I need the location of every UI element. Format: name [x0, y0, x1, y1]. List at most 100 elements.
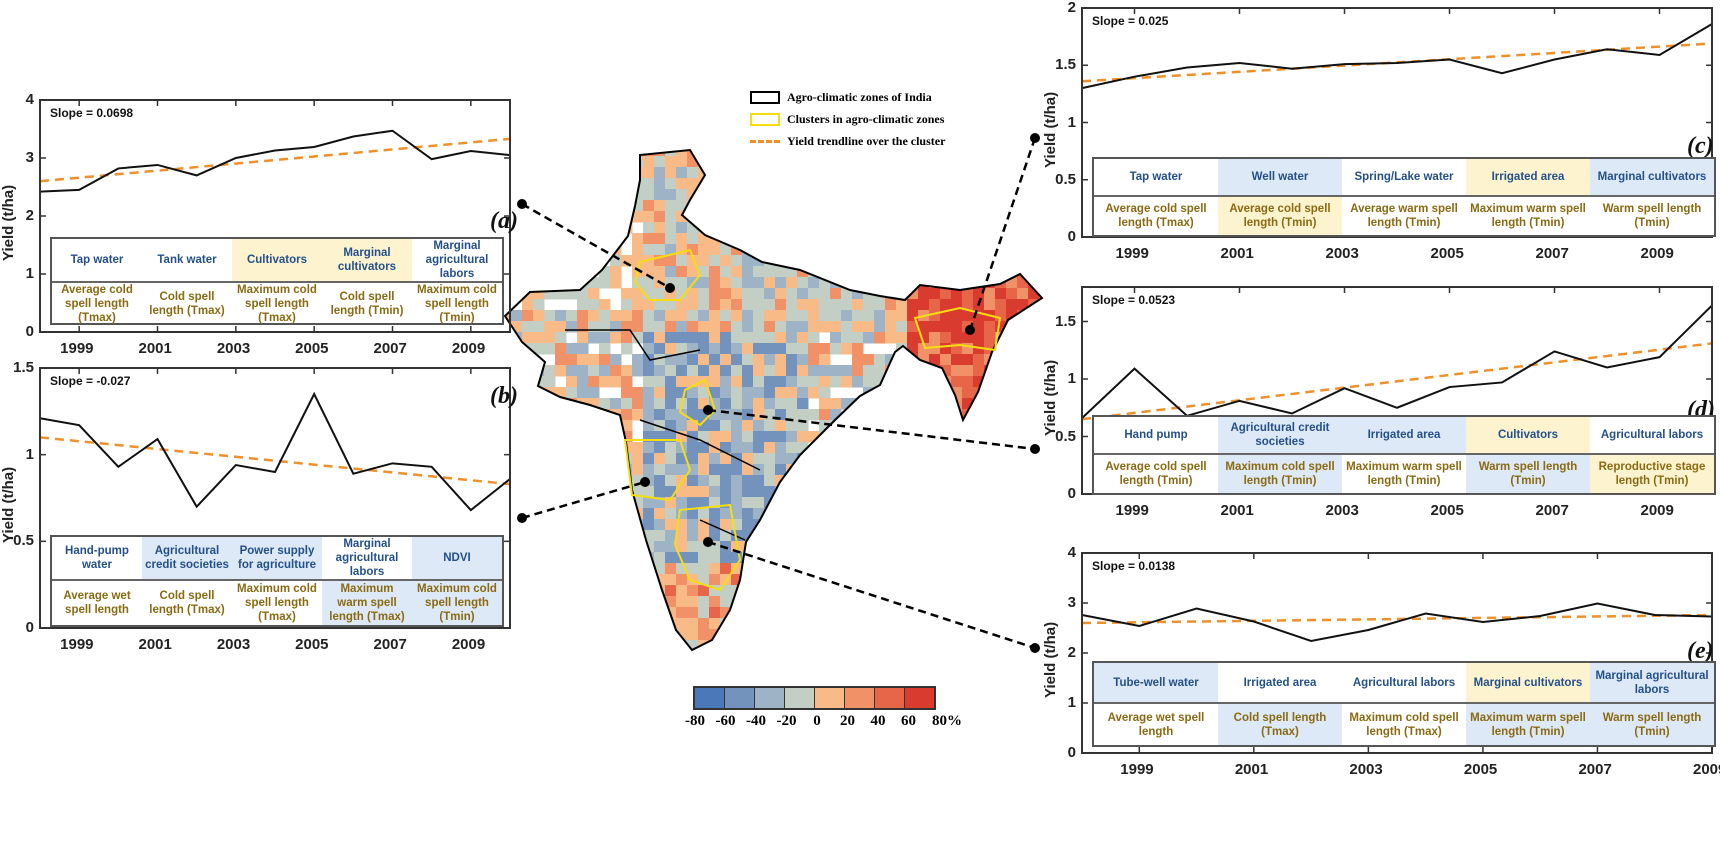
district-cell — [577, 574, 589, 586]
district-cell — [808, 486, 820, 498]
district-cell — [687, 420, 699, 432]
district-cell — [808, 244, 820, 256]
district-cell — [1017, 244, 1029, 256]
district-cell — [731, 299, 743, 311]
district-cell — [720, 332, 732, 344]
district-cell — [841, 596, 853, 608]
district-cell — [951, 508, 963, 520]
district-cell — [885, 299, 897, 311]
district-cell — [929, 442, 941, 454]
connector-line — [968, 137, 1037, 331]
district-cell — [643, 354, 655, 366]
district-cell — [522, 596, 534, 608]
district-cell — [973, 365, 985, 377]
district-cell — [874, 607, 886, 619]
district-cell — [786, 321, 798, 333]
district-cell — [929, 244, 941, 256]
district-cell — [742, 607, 754, 619]
district-cell — [709, 409, 721, 421]
district-cell — [940, 310, 952, 322]
district-cell — [709, 266, 721, 278]
district-cell — [918, 486, 930, 498]
district-cell — [830, 497, 842, 509]
district-cell — [731, 552, 743, 564]
district-cell — [775, 310, 787, 322]
district-cell — [665, 497, 677, 509]
district-cell — [1006, 277, 1018, 289]
district-cell — [929, 167, 941, 179]
district-cell — [786, 255, 798, 267]
district-cell — [676, 497, 688, 509]
district-cell — [929, 321, 941, 333]
district-cell — [863, 211, 875, 223]
district-cell — [1028, 365, 1040, 377]
district-cell — [885, 574, 897, 586]
district-cell — [940, 321, 952, 333]
district-cell — [907, 486, 919, 498]
district-cell — [885, 508, 897, 520]
district-cell — [698, 563, 710, 575]
district-cell — [951, 266, 963, 278]
district-cell — [984, 420, 996, 432]
district-cell — [863, 574, 875, 586]
district-cell — [511, 150, 523, 157]
district-cell — [1017, 629, 1029, 641]
district-cell — [929, 376, 941, 388]
district-cell — [984, 288, 996, 300]
district-cell — [731, 563, 743, 575]
district-cell — [742, 464, 754, 476]
district-cell — [665, 288, 677, 300]
district-cell — [511, 442, 523, 454]
district-cell — [731, 321, 743, 333]
district-cell — [852, 618, 864, 630]
district-cell — [577, 376, 589, 388]
district-cell — [610, 266, 622, 278]
district-cell — [995, 618, 1007, 630]
district-cell — [896, 211, 908, 223]
district-cell — [841, 321, 853, 333]
district-cell — [654, 409, 666, 421]
district-cell — [841, 310, 853, 322]
district-cell — [764, 277, 776, 289]
district-cell — [731, 376, 743, 388]
y-tick-label: 1 — [1067, 694, 1076, 711]
district-cell — [1039, 464, 1042, 476]
district-cell — [709, 156, 721, 168]
district-cell — [632, 629, 644, 641]
district-cell — [786, 398, 798, 410]
district-cell — [753, 266, 765, 278]
district-cell — [786, 574, 798, 586]
district-cell — [621, 618, 633, 630]
district-cell — [621, 640, 633, 650]
district-cell — [797, 365, 809, 377]
district-cell — [1017, 398, 1029, 410]
slope-label: Slope = 0.0523 — [1092, 293, 1176, 307]
district-cell — [742, 475, 754, 487]
district-cell — [830, 343, 842, 355]
district-cell — [874, 453, 886, 465]
district-cell — [643, 167, 655, 179]
driver-cell: Agricultural labors — [1342, 663, 1466, 704]
district-cell — [764, 640, 776, 650]
district-cell — [918, 354, 930, 366]
district-cell — [621, 178, 633, 190]
district-cell — [632, 574, 644, 586]
chart-plot-area — [1081, 7, 1713, 238]
district-cell — [665, 475, 677, 487]
district-cell — [720, 354, 732, 366]
district-cell — [544, 640, 556, 650]
district-cell — [830, 607, 842, 619]
district-cell — [973, 640, 985, 650]
district-cell — [709, 211, 721, 223]
district-cell — [522, 266, 534, 278]
x-tick-label: 2005 — [295, 340, 329, 357]
district-cell — [544, 596, 556, 608]
district-cell — [841, 376, 853, 388]
district-cell — [1006, 354, 1018, 366]
district-cell — [544, 574, 556, 586]
district-cell — [1039, 475, 1042, 487]
district-cell — [786, 200, 798, 212]
district-cell — [599, 343, 611, 355]
district-cell — [830, 464, 842, 476]
x-tick-label: 2007 — [1535, 502, 1569, 519]
